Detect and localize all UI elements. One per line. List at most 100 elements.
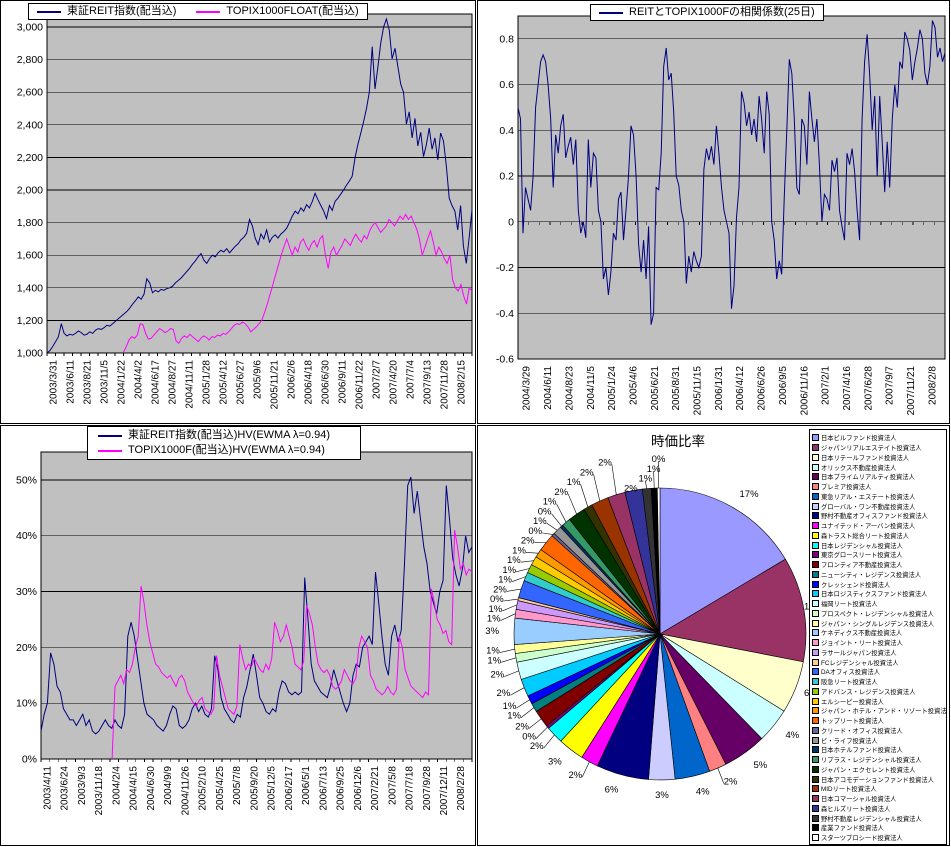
- pie-label-leader: [542, 532, 554, 535]
- pie-legend-item: ビ・ライフ投資法人: [812, 735, 946, 745]
- x-axis-label: 2006/9/11: [337, 360, 348, 404]
- y-axis-label: 0.8: [499, 33, 514, 45]
- legend-item-reit-hv: 東証REIT指数(配当込)HV(EWMA λ=0.94): [98, 428, 330, 443]
- x-axis-label: 2004/8/27: [167, 360, 178, 405]
- pie-legend-item: フロンティア不動産投資法人: [812, 560, 946, 570]
- legend-label: 森ヒルズリート投資法人: [821, 805, 891, 813]
- pie-label-leader: [511, 576, 526, 582]
- legend-label: ジョイント・リート投資法人: [821, 640, 903, 648]
- pie-percent-label: 3%: [485, 626, 499, 637]
- pie-label-leader: [556, 503, 567, 523]
- legend-label: クリード・オフィス投資法人: [821, 727, 903, 735]
- legend-swatch: [812, 434, 819, 442]
- pie-percent-label: 1%: [498, 575, 512, 586]
- legend-swatch: [812, 736, 819, 744]
- correlation-chart-legend: REITとTOPIX1000Fの相関係数(25日): [590, 4, 824, 21]
- x-axis-label: 2005/12/5: [267, 766, 278, 811]
- pie-legend-item: エルシーピー投資法人: [812, 696, 946, 706]
- y-axis-label: 0.6: [499, 79, 514, 91]
- x-axis-label: 2007/12/11: [439, 766, 450, 816]
- legend-swatch: [812, 785, 819, 793]
- x-axis-label: 2005/4/25: [215, 766, 226, 811]
- pie-legend-item: 日本アコモデーションファンド投資法人: [812, 774, 946, 784]
- pie-legend-item: 産業ファンド投資法人: [812, 823, 946, 833]
- x-axis-label: 2004/6/30: [146, 766, 157, 811]
- legend-swatch: [812, 473, 819, 481]
- pie-legend-item: プロスペクト・レジデンシャル投資法人: [812, 609, 946, 619]
- x-axis-label: 2003/6/11: [65, 360, 76, 404]
- legend-label: 東証REIT指数(配当込)HV(EWMA λ=0.94): [128, 429, 330, 441]
- x-axis-label: 2004/4/15: [129, 766, 140, 811]
- pie-legend-item: ケネディクス不動産投資法人: [812, 628, 946, 638]
- legend-label: 日本プライムリアルティ投資法人: [821, 474, 915, 482]
- pie-legend-item: ジャパン・ホテル・アンド・リゾート投資法人: [812, 706, 946, 716]
- pie-legend-item: 福岡リート投資法人: [812, 599, 946, 609]
- x-axis-label: 2007/2/7: [371, 360, 382, 399]
- pie-percent-label: 1%: [502, 565, 516, 576]
- legend-label: 産業ファンド投資法人: [821, 825, 884, 833]
- y-axis-label: 1,200: [17, 315, 43, 327]
- y-axis-label: 2,000: [17, 185, 43, 197]
- legend-swatch: [812, 678, 819, 686]
- legend-swatch: [812, 804, 819, 812]
- legend-label: プロスペクト・レジデンシャル投資法人: [821, 610, 934, 618]
- x-axis-label: 2004/11/5: [586, 366, 597, 410]
- legend-swatch: [812, 483, 819, 491]
- series-line-topix_hv: [111, 530, 473, 760]
- pie-legend-item: アドバンス・レジデンス投資法人: [812, 687, 946, 697]
- x-axis-label: 2005/4/12: [218, 360, 229, 405]
- legend-swatch: [812, 658, 819, 666]
- legend-swatch: [812, 717, 819, 725]
- pie-legend-item: MIDリート投資法人: [812, 784, 946, 794]
- pie-legend-item: 野村不動産オフィスファンド投資法人: [812, 511, 946, 521]
- legend-swatch: [812, 814, 819, 822]
- pie-legend-item: グローバル・ワン不動産投資法人: [812, 501, 946, 511]
- pie-percent-label: 4%: [785, 730, 799, 741]
- pie-percent-label: 1%: [567, 477, 581, 488]
- legend-swatch: [812, 648, 819, 656]
- legend-label: 森トラスト総合リート投資法人: [821, 532, 910, 540]
- pie-legend: 日本ビルファンド投資法人 ジャパンリアルエステイト投資法人 日本リテールファンド投資…: [809, 429, 947, 845]
- pie-legend-item: DAオフィス投資法人: [812, 667, 946, 677]
- legend-label: DAオフィス投資法人: [821, 669, 880, 677]
- legend-label: フロンティア不動産投資法人: [821, 562, 903, 570]
- y-axis-label: -0.2: [496, 262, 514, 274]
- x-axis-label: 2007/5/8: [387, 766, 398, 805]
- pie-percent-label: 0%: [538, 507, 552, 518]
- pie-label-leader: [504, 670, 519, 677]
- pie-label-leader: [506, 588, 522, 592]
- x-axis-label: 2007/9/7: [885, 366, 896, 405]
- legend-label: プレミア投資法人: [821, 484, 872, 492]
- plot-area: [46, 13, 473, 354]
- pie-percent-label: 2%: [497, 688, 511, 699]
- legend-swatch: [812, 580, 819, 588]
- legend-swatch: [812, 512, 819, 520]
- x-axis-label: 2003/9/3: [77, 766, 88, 805]
- legend-label: 東証REIT指数(配当込): [67, 5, 177, 17]
- pie-legend-item: ジャパンリアルエステイト投資法人: [812, 443, 946, 453]
- x-axis-label: 2006/4/12: [735, 366, 746, 411]
- legend-swatch: [812, 639, 819, 647]
- pie-label-leader: [717, 767, 725, 784]
- pie-percent-label: 1%: [647, 464, 661, 475]
- y-axis-label: 1,600: [17, 250, 43, 262]
- pie-label-leader: [567, 493, 577, 515]
- legend-label: アドバンス・レジデンス投資法人: [821, 688, 916, 696]
- pie-label-leader: [520, 560, 534, 563]
- pie-label-leader: [500, 613, 516, 621]
- price-chart-canvas: 3,000 2,800 2,600 2,400 2,200 2,000 1,800 1,600…: [17, 13, 473, 409]
- y-axis-label: 20%: [16, 642, 37, 654]
- pie-label-leader: [510, 687, 525, 696]
- legend-swatch: [812, 492, 819, 500]
- legend-label: 日本レジデンシャル投資法人: [821, 542, 903, 550]
- x-axis-label: 2003/11/18: [94, 766, 105, 816]
- legend-swatch: [812, 453, 819, 461]
- x-axis-label: 2003/11/5: [99, 360, 110, 404]
- legend-line-swatch: [98, 434, 122, 437]
- pie-legend-item: 阪急リート投資法人: [812, 677, 946, 687]
- legend-label: TOPIX1000FLOAT(配当込): [226, 5, 359, 17]
- legend-label: ビ・ライフ投資法人: [821, 737, 878, 745]
- x-axis-label: 2003/6/24: [60, 766, 71, 811]
- hv-chart-canvas: 50% 40% 30% 20% 10% 0% 2003/4/11 2003/6/24 2003/…: [16, 451, 473, 816]
- pie-percent-label: 2%: [568, 770, 582, 781]
